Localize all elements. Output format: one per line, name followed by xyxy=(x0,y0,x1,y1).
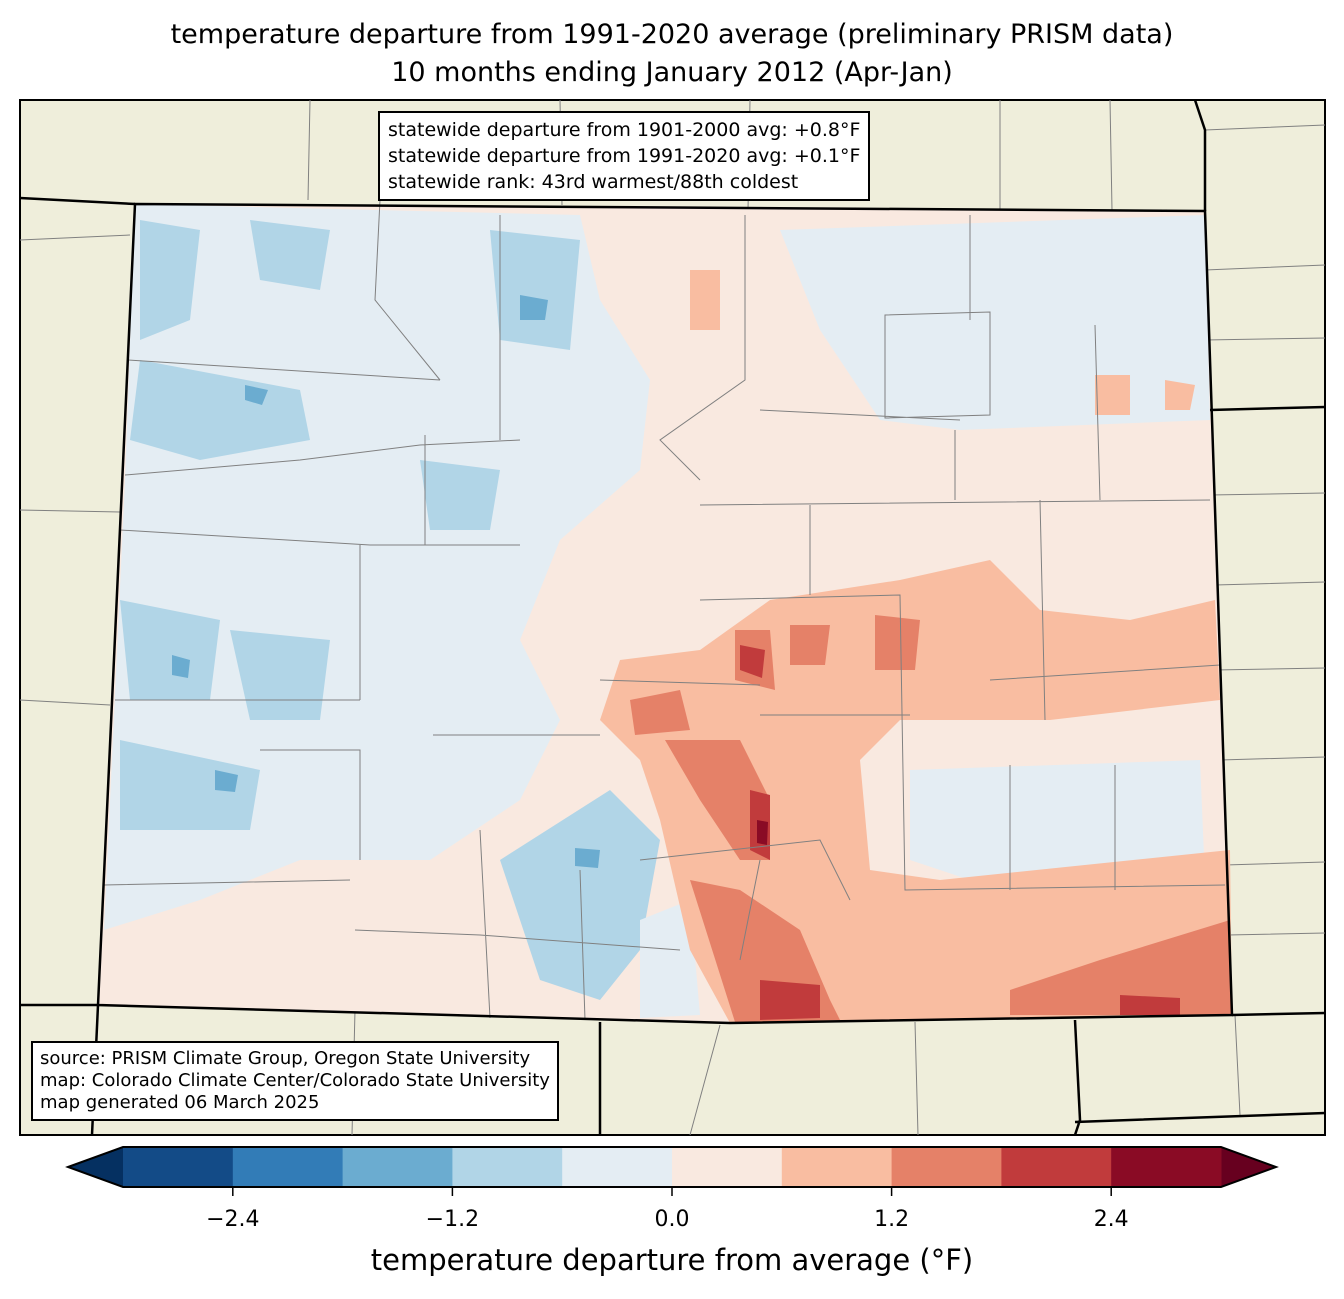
colorbar-bin xyxy=(342,1147,453,1187)
map-title-line1: temperature departure from 1991-2020 ave… xyxy=(170,19,1174,50)
colorbar-bin xyxy=(452,1147,563,1187)
source-box: source: PRISM Climate Group, Oregon Stat… xyxy=(31,1041,559,1121)
colorbar-tick-label: −1.2 xyxy=(425,1207,480,1232)
stats-line: statewide rank: 43rd warmest/88th coldes… xyxy=(388,171,799,193)
statewide-stats-box: statewide departure from 1901-2000 avg: … xyxy=(378,111,871,201)
colorbar-bin xyxy=(1001,1147,1112,1187)
stats-line: statewide departure from 1991-2020 avg: … xyxy=(388,145,861,167)
colorbar-extend-low xyxy=(68,1147,123,1187)
source-line: map: Colorado Climate Center/Colorado St… xyxy=(40,1070,550,1091)
source-line: map generated 06 March 2025 xyxy=(40,1092,320,1113)
colorbar-tick-label: 1.2 xyxy=(874,1207,910,1232)
colorbar-bin xyxy=(1111,1147,1222,1187)
colorbar-outline xyxy=(65,1146,1279,1188)
colorbar-bin xyxy=(891,1147,1002,1187)
colorbar-extend-high xyxy=(1221,1147,1276,1187)
county-lines xyxy=(103,199,1226,1021)
colorbar-bin xyxy=(123,1147,234,1187)
colorbar-tick-label: 2.4 xyxy=(1093,1207,1129,1232)
temperature-contours xyxy=(104,204,1232,1023)
colorbar xyxy=(65,1146,1279,1196)
stats-line: statewide departure from 1901-2000 avg: … xyxy=(388,119,861,141)
source-line: source: PRISM Climate Group, Oregon Stat… xyxy=(40,1048,531,1069)
colorbar-bin xyxy=(562,1147,673,1187)
colorbar-label: temperature departure from average (°F) xyxy=(370,1243,974,1277)
colorbar-tick-label: 0.0 xyxy=(654,1207,690,1232)
map-title-line2: 10 months ending January 2012 (Apr-Jan) xyxy=(391,57,953,88)
colorbar-bin xyxy=(672,1147,783,1187)
colorbar-bin xyxy=(781,1147,893,1187)
colorbar-tick-label: −2.4 xyxy=(206,1207,260,1232)
colorado-state-border xyxy=(96,202,1234,1025)
colorbar-bin xyxy=(232,1147,344,1187)
